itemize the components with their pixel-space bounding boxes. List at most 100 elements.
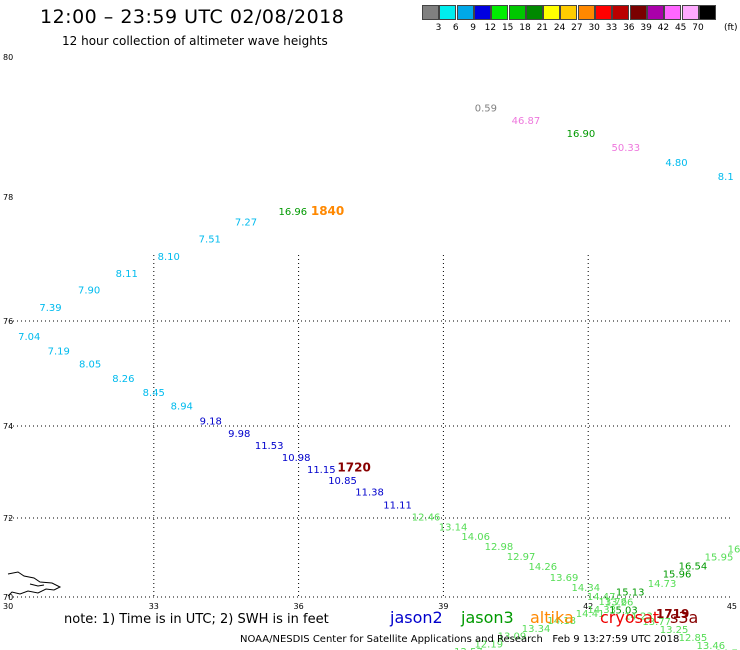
legend-swatch — [525, 5, 543, 20]
wave-height-label: 13.26 — [605, 598, 634, 609]
legend-swatch-label: 24 — [553, 23, 566, 33]
latitude-tick-label: 80 — [3, 53, 13, 62]
legend-swatch-label: 42 — [657, 23, 670, 33]
wave-height-label: 12.19 — [474, 640, 503, 650]
generation-timestamp: Feb 9 13:27:59 UTC 2018 — [552, 634, 680, 645]
credit-line: NOAA/NESDIS Center for Satellite Applica… — [240, 634, 679, 645]
wave-height-label: 13.14 — [439, 523, 468, 534]
coastline — [29, 583, 45, 587]
wave-height-label: 8.94 — [171, 402, 193, 413]
legend-swatch — [508, 5, 526, 20]
legend-swatch — [543, 5, 561, 20]
legend-swatch-label: 30 — [588, 23, 600, 33]
longitude-tick-label: 39 — [438, 602, 448, 611]
wave-height-label: 13.25 — [660, 625, 689, 636]
wave-height-label: 46.87 — [512, 116, 541, 127]
pass-time-label: 1719 — [656, 607, 689, 621]
wave-height-label: 10.85 — [328, 476, 357, 487]
legend-swatch — [439, 5, 457, 20]
wave-height-label: 8.26 — [112, 374, 134, 385]
wave-height-label: 14.06 — [461, 532, 490, 543]
legend-swatch-label: 70 — [692, 23, 704, 33]
wave-height-label: 8.05 — [79, 360, 101, 371]
pass-time-label: 1840 — [311, 204, 344, 218]
legend-swatch-label: 33 — [605, 23, 618, 33]
wave-height-label: 14.26 — [529, 562, 558, 573]
wave-height-label: 14.23 — [624, 612, 653, 623]
wave-height-label: 12.98 — [485, 542, 514, 553]
wave-height-label: 8.10 — [158, 252, 180, 263]
satellite-label-s3a: s3a — [670, 608, 699, 627]
wave-height-label: 9.18 — [200, 416, 222, 427]
wave-height-label: 8.45 — [143, 388, 165, 399]
latitude-tick-label: 72 — [3, 514, 13, 523]
legend-swatch — [560, 5, 578, 20]
legend-swatch — [595, 5, 612, 20]
longitude-tick-label: 36 — [294, 602, 304, 611]
satellite-label-altika: altika — [530, 608, 574, 627]
wave-height-label: 11.53 — [255, 441, 284, 452]
legend-swatch-label: 21 — [536, 23, 549, 33]
wave-height-label: 7.19 — [48, 347, 70, 358]
wave-height-label: 16.54 — [679, 561, 708, 572]
legend-swatch-label: 27 — [571, 23, 583, 33]
wave-height-label: 15.95 — [705, 553, 734, 564]
wave-height-label: 14.18 — [547, 616, 576, 627]
wave-height-label: 14.73 — [648, 579, 677, 590]
wave-height-label: 12.46 — [412, 512, 441, 523]
wave-height-label: 16 — [728, 544, 740, 555]
longitude-tick-label: 45 — [727, 602, 737, 611]
wave-height-label: 15.13 — [616, 587, 645, 598]
wave-height-label: 13.09 — [498, 632, 527, 643]
legend-swatch-label: 3 — [435, 23, 442, 33]
wave-height-label: 7.27 — [235, 218, 257, 229]
wave-height-label: 16.96 — [278, 207, 307, 218]
latitude-tick-label: 74 — [3, 422, 13, 431]
wave-height-label: 15.96 — [663, 569, 692, 580]
legend-swatch-label: 12 — [484, 23, 497, 33]
wave-height-label: 7.04 — [18, 332, 40, 343]
legend-swatch — [698, 5, 716, 20]
pass-time-label: 1720 — [337, 461, 370, 475]
satellite-label-jason2: jason2 — [390, 608, 443, 627]
wave-height-label: 16.90 — [567, 129, 596, 140]
legend-swatch — [491, 5, 509, 20]
legend-swatch-label: 9 — [470, 23, 476, 33]
map-subtitle: 12 hour collection of altimeter wave hei… — [62, 34, 328, 48]
satellite-label-jason3: jason3 — [461, 608, 514, 627]
legend-swatch — [612, 5, 630, 20]
legend-swatch — [629, 5, 647, 20]
legend-swatch — [456, 5, 474, 20]
units-note: note: 1) Time is in UTC; 2) SWH is in fe… — [64, 612, 329, 627]
wave-height-label: 13.69 — [550, 573, 579, 584]
wave-height-label: 4.80 — [665, 158, 687, 169]
satellite-label-cryosat: cryosat — [600, 608, 660, 627]
longitude-tick-label: 42 — [583, 602, 593, 611]
coastline — [7, 571, 62, 597]
wave-height-label: 12.85 — [679, 633, 708, 644]
wave-height-label: 10.98 — [282, 453, 311, 464]
wave-height-label: 8.11 — [116, 269, 138, 280]
wave-height-label: 0.59 — [475, 104, 497, 115]
legend-swatch-label: 6 — [452, 23, 459, 33]
legend-swatch — [681, 5, 699, 20]
wave-height-label: 11.15 — [307, 465, 336, 476]
wave-height-label: 13.76 — [598, 597, 627, 608]
wave-height-label: 13.34 — [522, 624, 551, 635]
credit-text: NOAA/NESDIS Center for Satellite Applica… — [240, 634, 543, 645]
wave-height-label: 14.41 — [576, 609, 605, 620]
wave-height-label: 12.97 — [507, 552, 536, 563]
legend-swatch-label: 18 — [519, 23, 531, 33]
legend-swatch — [646, 5, 664, 20]
legend-swatch-label: 45 — [674, 23, 687, 33]
wave-height-label: 13.77 — [642, 617, 671, 628]
wave-height-label: 14.33 — [587, 605, 616, 616]
legend-unit: (ft) — [724, 23, 738, 33]
legend-swatch — [422, 5, 439, 20]
latitude-tick-label: 78 — [3, 193, 13, 202]
wave-height-label: 9.98 — [228, 429, 250, 440]
legend-swatch-label: 39 — [640, 23, 652, 33]
wave-height-label: 14.34 — [571, 583, 600, 594]
wave-height-label: 11.38 — [355, 487, 384, 498]
